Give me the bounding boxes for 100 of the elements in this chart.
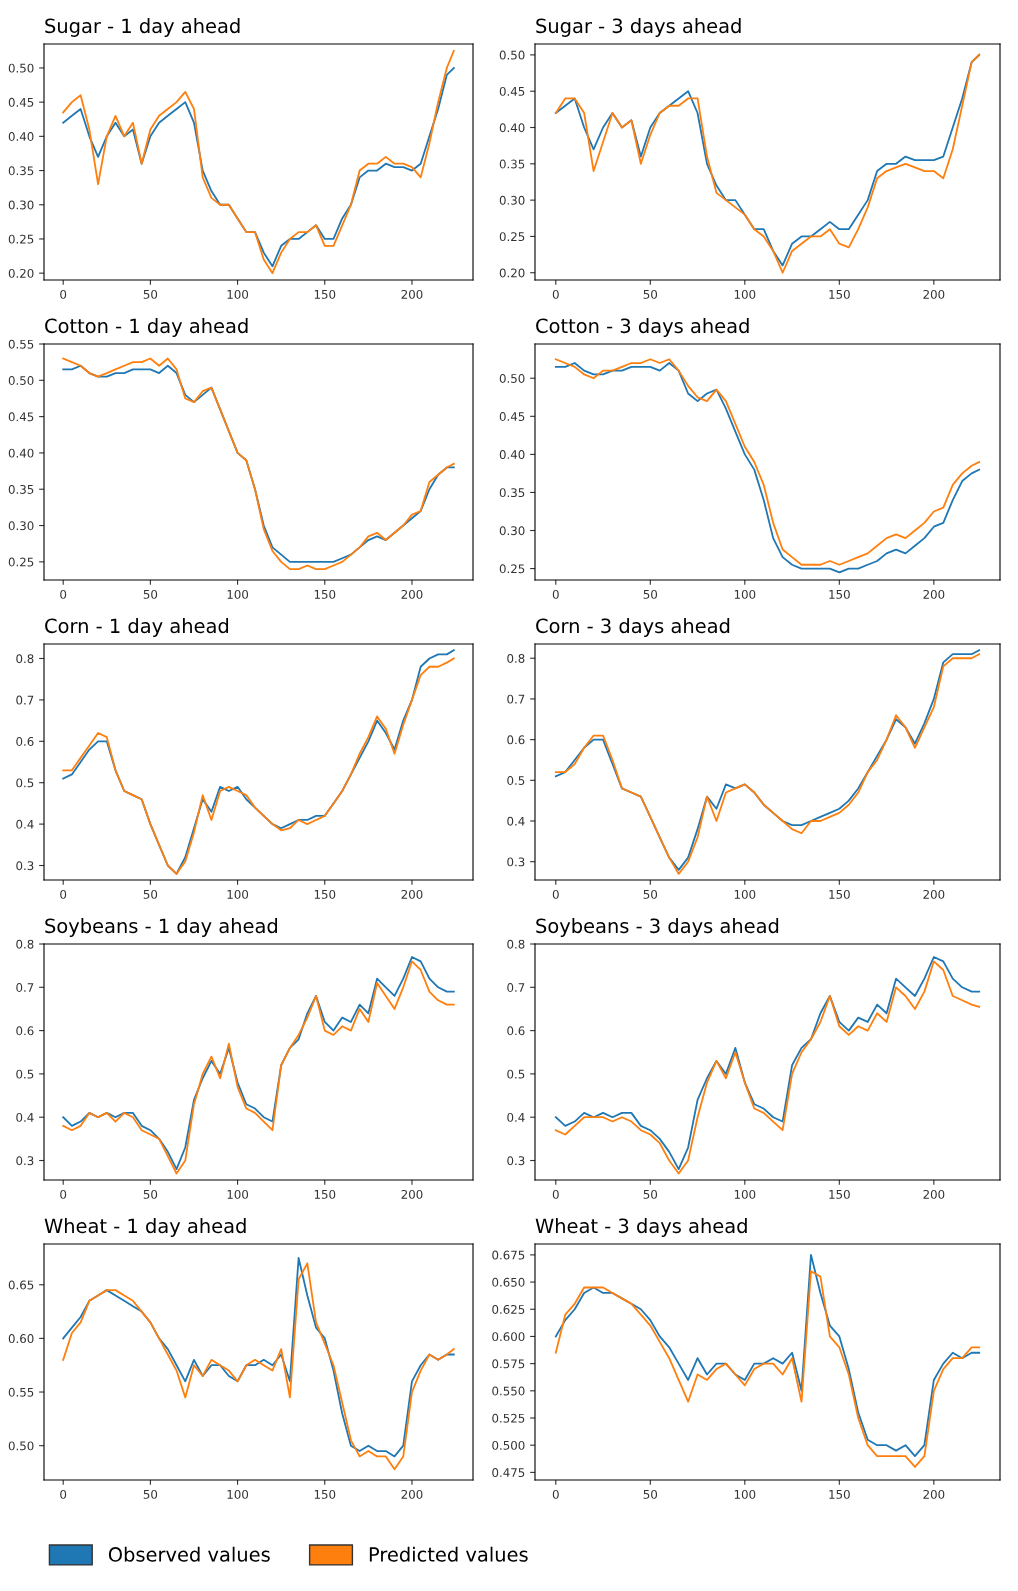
y-tick-label: 0.5 <box>507 776 525 785</box>
x-tick-label: 100 <box>227 589 249 599</box>
y-tick-label: 0.575 <box>492 1359 525 1369</box>
y-tick-label: 0.55 <box>8 1387 34 1397</box>
x-tick-label: 0 <box>60 589 67 599</box>
x-tick-label: 50 <box>143 289 158 299</box>
y-tick-label: 0.50 <box>8 63 34 73</box>
y-tick-label: 0.30 <box>499 526 525 536</box>
x-tick-label: 0 <box>552 289 559 299</box>
y-tick-label: 0.35 <box>499 159 525 169</box>
y-tick-label: 0.8 <box>16 654 34 664</box>
x-tick-label: 150 <box>314 289 336 299</box>
chart-title: Sugar - 1 day ahead <box>45 18 240 37</box>
y-tick-label: 0.35 <box>8 484 34 494</box>
y-tick-label: 0.40 <box>8 132 34 141</box>
y-tick-label: 0.4 <box>16 1112 34 1122</box>
y-tick-label: 0.4 <box>507 816 525 826</box>
x-tick-label: 100 <box>227 1189 249 1199</box>
x-tick-label: 0 <box>60 289 67 299</box>
y-tick-label: 0.650 <box>492 1277 525 1287</box>
y-tick-label: 0.7 <box>16 983 34 992</box>
x-tick-label: 100 <box>734 1189 756 1199</box>
y-tick-label: 0.40 <box>499 123 525 133</box>
y-tick-label: 0.20 <box>8 268 34 278</box>
y-tick-label: 0.6 <box>16 737 34 746</box>
y-tick-label: 0.25 <box>8 557 34 567</box>
x-tick-label: 200 <box>923 589 945 599</box>
x-tick-label: 200 <box>923 1489 945 1499</box>
y-tick-label: 0.7 <box>16 695 34 705</box>
x-tick-label: 100 <box>734 889 756 899</box>
legend-label: Observed values <box>108 1546 270 1562</box>
x-tick-label: 150 <box>829 589 850 599</box>
chart-title: Wheat - 3 days ahead <box>535 1218 747 1237</box>
x-tick-label: 50 <box>143 889 158 899</box>
x-tick-label: 100 <box>734 589 756 599</box>
chart-title: Soybeans - 3 days ahead <box>536 918 779 937</box>
x-tick-label: 100 <box>734 1489 756 1499</box>
x-tick-label: 150 <box>829 1189 850 1199</box>
y-tick-label: 0.8 <box>16 939 34 949</box>
y-tick-label: 0.25 <box>499 232 525 242</box>
x-tick-label: 50 <box>643 589 658 599</box>
y-tick-label: 0.7 <box>507 694 525 704</box>
x-tick-label: 150 <box>314 1489 336 1499</box>
y-tick-label: 0.65 <box>8 1280 34 1290</box>
chart-title: Corn - 3 days ahead <box>536 618 730 637</box>
y-tick-label: 0.3 <box>16 861 34 871</box>
y-tick-label: 0.6 <box>507 1026 525 1036</box>
y-tick-label: 0.7 <box>507 983 525 992</box>
chart-title: Corn - 1 day ahead <box>45 618 229 637</box>
x-tick-label: 200 <box>401 1189 423 1199</box>
x-tick-label: 200 <box>923 289 945 299</box>
y-tick-label: 0.30 <box>8 521 34 531</box>
y-tick-label: 0.50 <box>8 1441 34 1451</box>
x-tick-label: 200 <box>923 1189 945 1199</box>
y-tick-label: 0.475 <box>492 1468 525 1478</box>
x-tick-label: 150 <box>314 889 336 899</box>
x-tick-label: 200 <box>401 289 423 299</box>
chart-title: Sugar - 3 days ahead <box>536 18 741 37</box>
y-tick-label: 0.600 <box>492 1332 525 1342</box>
y-tick-label: 0.60 <box>8 1334 34 1344</box>
chart-title: Cotton - 3 days ahead <box>536 318 749 337</box>
y-tick-label: 0.35 <box>8 166 34 176</box>
y-tick-label: 0.30 <box>8 200 34 210</box>
y-tick-label: 0.45 <box>8 412 34 422</box>
x-tick-label: 200 <box>401 589 423 599</box>
x-tick-label: 50 <box>643 289 658 299</box>
y-tick-label: 0.50 <box>8 376 34 385</box>
x-tick-label: 200 <box>401 1489 423 1499</box>
y-tick-label: 0.3 <box>507 1156 525 1166</box>
x-tick-label: 0 <box>552 1489 559 1499</box>
y-tick-label: 0.6 <box>16 1026 34 1036</box>
x-tick-label: 150 <box>829 289 850 299</box>
y-tick-label: 0.45 <box>499 86 525 96</box>
x-tick-label: 50 <box>643 889 658 899</box>
y-tick-label: 0.3 <box>507 857 525 867</box>
y-tick-label: 0.25 <box>499 564 525 574</box>
y-tick-label: 0.40 <box>499 450 525 460</box>
y-tick-label: 0.5 <box>507 1069 525 1079</box>
x-tick-label: 100 <box>227 289 249 299</box>
y-tick-label: 0.625 <box>492 1304 525 1314</box>
y-tick-label: 0.50 <box>499 50 525 60</box>
y-tick-label: 0.8 <box>507 653 525 663</box>
x-tick-label: 150 <box>314 1189 336 1199</box>
x-tick-label: 0 <box>552 1189 559 1199</box>
chart-title: Cotton - 1 day ahead <box>45 318 248 337</box>
x-tick-label: 150 <box>829 1489 850 1499</box>
x-tick-label: 100 <box>734 289 756 299</box>
y-tick-label: 0.525 <box>492 1413 525 1423</box>
y-tick-label: 0.45 <box>499 412 525 421</box>
x-tick-label: 200 <box>923 889 945 899</box>
x-tick-label: 50 <box>143 589 158 599</box>
x-tick-label: 50 <box>643 1189 658 1199</box>
y-tick-label: 0.35 <box>499 488 525 498</box>
y-tick-label: 0.5 <box>16 778 34 788</box>
y-tick-label: 0.25 <box>8 234 34 244</box>
y-tick-label: 0.8 <box>507 939 525 949</box>
x-tick-label: 200 <box>401 889 423 899</box>
legend-label: Predicted values <box>369 1546 528 1562</box>
y-tick-label: 0.500 <box>492 1440 525 1450</box>
x-tick-label: 100 <box>227 1489 249 1499</box>
